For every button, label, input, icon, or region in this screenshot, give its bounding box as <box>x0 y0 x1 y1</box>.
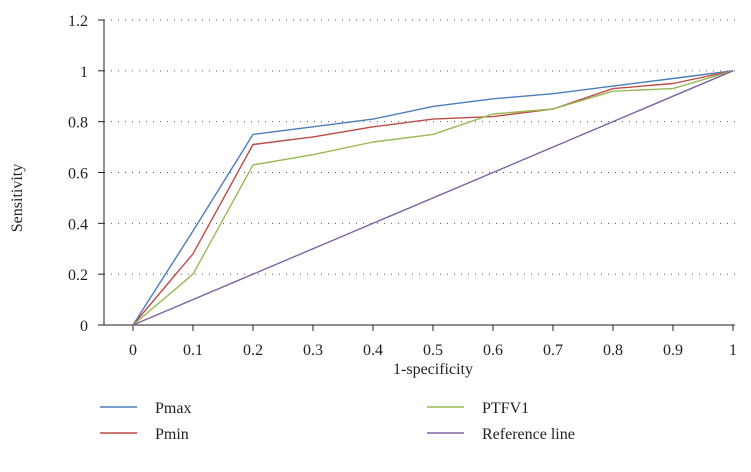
x-axis-ticks: 0 0.1 0.2 0.3 0.4 0.5 0.6 0.7 0.8 0.9 1 <box>129 325 737 359</box>
x-tick-label: 0.4 <box>363 342 383 359</box>
x-tick-label: 0.1 <box>183 342 203 359</box>
legend: Pmax Pmin PTFV1 Reference line <box>100 400 575 443</box>
series-line-pmax <box>132 70 734 326</box>
y-tick-label: 1 <box>80 64 88 81</box>
y-tick-label: 0.4 <box>68 216 88 233</box>
y-axis-label: Sensitivity <box>9 164 26 232</box>
x-tick-label: 0.7 <box>543 342 563 359</box>
legend-label-ptfv1: PTFV1 <box>482 400 529 417</box>
series-line-reference-line <box>132 70 734 326</box>
series-line-ptfv1 <box>132 70 734 326</box>
x-tick-label: 0.3 <box>303 342 323 359</box>
x-tick-label: 0.8 <box>603 342 623 359</box>
x-tick-label: 0.6 <box>483 342 503 359</box>
y-tick-label: 0 <box>80 318 88 335</box>
x-tick-label: 0.5 <box>423 342 443 359</box>
series-line-pmin <box>132 70 734 326</box>
x-tick-label: 0 <box>129 342 137 359</box>
legend-label-pmax: Pmax <box>155 400 191 417</box>
x-tick-label: 0.9 <box>663 342 683 359</box>
y-tick-label: 0.2 <box>68 267 88 284</box>
x-tick-label: 0.2 <box>243 342 263 359</box>
gridlines <box>104 19 735 275</box>
legend-label-pmin: Pmin <box>155 426 189 443</box>
y-tick-label: 1.2 <box>68 13 88 30</box>
y-tick-label: 0.6 <box>68 166 88 183</box>
x-axis-label: 1-specificity <box>393 361 473 378</box>
series-lines <box>132 70 734 326</box>
x-tick-label: 1 <box>729 342 737 359</box>
y-axis-ticks: 0 0.2 0.4 0.6 0.8 1 1.2 <box>68 13 104 335</box>
legend-label-reference-line: Reference line <box>482 426 575 443</box>
y-tick-label: 0.8 <box>68 115 88 132</box>
